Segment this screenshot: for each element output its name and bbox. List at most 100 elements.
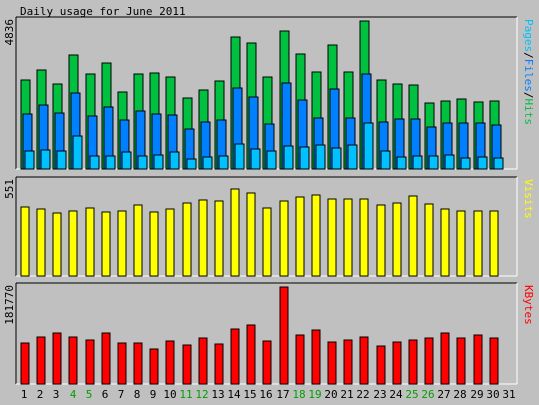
day-label: 31 — [502, 388, 515, 401]
day-label: 29 — [470, 388, 483, 401]
day-label: 22 — [356, 388, 369, 401]
bar-kbytes-day-18 — [295, 334, 305, 385]
bar-visits-day-12 — [198, 199, 208, 277]
y-max-label: 181770 — [3, 285, 16, 325]
bar-pages-day-14 — [234, 143, 245, 170]
bar-kbytes-day-1 — [20, 342, 30, 385]
bar-visits-day-24 — [392, 202, 402, 277]
bar-kbytes-day-9 — [149, 348, 159, 385]
legend-entry: Visits — [522, 179, 535, 219]
bar-visits-day-13 — [214, 200, 224, 277]
bar-kbytes-day-12 — [198, 337, 208, 385]
legend-entry: / — [522, 52, 535, 59]
bar-visits-day-7 — [117, 210, 127, 277]
day-label: 15 — [243, 388, 256, 401]
day-label: 7 — [118, 388, 125, 401]
bar-kbytes-day-19 — [311, 329, 321, 385]
bar-visits-day-28 — [456, 210, 466, 277]
bar-pages-day-26 — [428, 155, 439, 170]
bar-kbytes-day-6 — [101, 332, 111, 385]
bar-kbytes-day-4 — [68, 336, 78, 385]
day-label: 11 — [179, 388, 192, 401]
bar-kbytes-day-29 — [473, 334, 483, 385]
legend-entry: / — [522, 92, 535, 99]
bar-visits-day-1 — [20, 206, 30, 277]
bar-visits-day-22 — [359, 198, 369, 277]
bar-kbytes-day-25 — [408, 339, 418, 385]
bar-kbytes-day-22 — [359, 336, 369, 385]
day-label: 23 — [373, 388, 386, 401]
day-label: 19 — [308, 388, 321, 401]
bar-visits-day-5 — [85, 207, 95, 277]
bar-pages-day-27 — [444, 154, 455, 170]
bar-kbytes-day-23 — [376, 345, 386, 385]
legend: Visits — [522, 179, 535, 219]
bar-pages-day-19 — [315, 144, 326, 170]
bar-visits-day-18 — [295, 196, 305, 277]
bar-kbytes-day-16 — [262, 340, 272, 385]
bar-pages-day-2 — [40, 149, 51, 170]
bar-pages-day-11 — [186, 158, 197, 170]
bar-visits-day-29 — [473, 210, 483, 277]
bar-pages-day-6 — [105, 155, 116, 170]
bar-visits-day-17 — [279, 200, 289, 277]
day-axis: 1 2 3 4 5 6 7 8 9 10 11 12 13 14 15 16 17 18 19 20 21 22 23 24 2… — [21, 388, 516, 401]
legend-entry: Files — [522, 59, 535, 92]
legend-entry: KBytes — [522, 285, 535, 325]
bar-kbytes-day-27 — [440, 332, 450, 385]
legend: Pages/Files/Hits — [522, 19, 535, 125]
bar-pages-day-5 — [89, 155, 100, 170]
bar-kbytes-day-2 — [36, 336, 46, 385]
legend-entry: Hits — [522, 99, 535, 126]
day-label: 27 — [437, 388, 450, 401]
bar-pages-day-13 — [218, 155, 229, 170]
bar-kbytes-day-28 — [456, 337, 466, 385]
bar-kbytes-day-5 — [85, 339, 95, 385]
panel-hits-files-pages: 4836 Pages/Files/Hits — [3, 16, 535, 170]
day-label: 20 — [324, 388, 337, 401]
chart-title: Daily usage for June 2011 — [20, 5, 186, 18]
bar-kbytes-day-15 — [246, 324, 256, 385]
bar-kbytes-day-20 — [327, 341, 337, 385]
bar-visits-day-30 — [489, 210, 499, 277]
bar-visits-day-4 — [68, 210, 78, 277]
day-label: 16 — [259, 388, 272, 401]
bar-kbytes-day-8 — [133, 342, 143, 385]
day-label: 12 — [195, 388, 208, 401]
bar-pages-day-28 — [460, 157, 471, 170]
day-label: 24 — [389, 388, 403, 401]
day-label: 4 — [70, 388, 77, 401]
bar-pages-day-16 — [266, 150, 277, 170]
bar-visits-day-23 — [376, 204, 386, 277]
day-label: 13 — [211, 388, 224, 401]
bar-kbytes-day-17 — [279, 286, 289, 385]
bar-visits-day-9 — [149, 211, 159, 277]
day-label: 14 — [227, 388, 241, 401]
day-label: 9 — [150, 388, 157, 401]
bar-kbytes-day-13 — [214, 343, 224, 385]
day-label: 2 — [37, 388, 44, 401]
bar-pages-day-7 — [121, 151, 132, 170]
y-max-label: 4836 — [3, 19, 16, 46]
bar-visits-day-2 — [36, 208, 46, 277]
day-label: 30 — [486, 388, 499, 401]
bar-kbytes-day-10 — [165, 340, 175, 385]
bar-pages-day-21 — [347, 144, 358, 170]
bar-kbytes-day-24 — [392, 341, 402, 385]
day-label: 28 — [453, 388, 466, 401]
bar-visits-day-15 — [246, 192, 256, 277]
bar-visits-day-11 — [182, 202, 192, 277]
day-label: 25 — [405, 388, 418, 401]
bar-visits-day-19 — [311, 194, 321, 277]
day-label: 17 — [276, 388, 289, 401]
bar-pages-day-3 — [56, 150, 67, 170]
bar-visits-day-3 — [52, 212, 62, 277]
bar-pages-day-20 — [331, 147, 342, 170]
bar-pages-day-12 — [202, 156, 213, 170]
bar-kbytes-day-21 — [343, 339, 353, 385]
bar-pages-day-9 — [153, 154, 164, 170]
bar-kbytes-day-11 — [182, 344, 192, 385]
bar-visits-day-8 — [133, 204, 143, 277]
panel-visits: 551 Visits — [3, 176, 535, 277]
bar-pages-day-15 — [250, 148, 261, 170]
